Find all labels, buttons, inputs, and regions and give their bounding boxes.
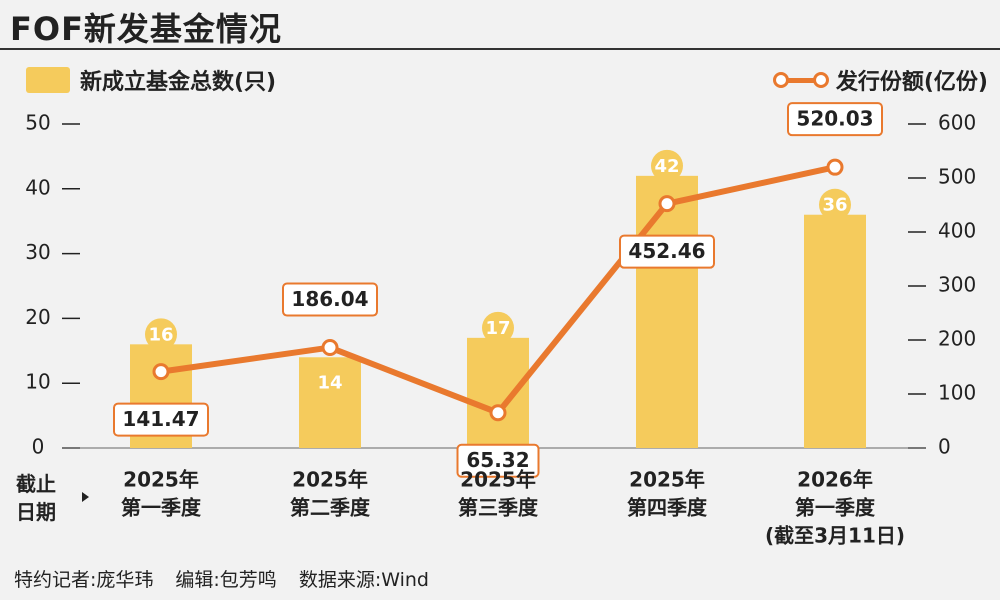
legend-line-swatch bbox=[772, 72, 829, 88]
bar-value-label: 14 bbox=[317, 372, 342, 393]
bar-value-label: 16 bbox=[148, 324, 173, 345]
x-axis-caption: 截止 日期 bbox=[16, 470, 89, 526]
bar-value-label: 36 bbox=[822, 195, 847, 216]
bar-value-badge bbox=[482, 311, 514, 344]
y-left-tick-label: 50 bbox=[25, 111, 50, 135]
footer-source: 数据来源:Wind bbox=[298, 569, 429, 591]
caption-arrow-icon bbox=[82, 492, 89, 502]
y-right-tick-label: 300 bbox=[938, 273, 976, 297]
x-axis-caption-line2: 日期 bbox=[16, 500, 56, 524]
line-value-box bbox=[113, 402, 209, 437]
bar-value-badge bbox=[819, 188, 851, 221]
bar-value-label: 42 bbox=[654, 156, 679, 177]
bar-value-badge bbox=[145, 318, 177, 351]
legend-line: 发行份额(亿份) bbox=[772, 64, 988, 96]
line-value-box bbox=[619, 234, 715, 269]
x-axis-caption-line1: 截止 bbox=[16, 472, 56, 496]
x-category-label: 第一季度 bbox=[121, 496, 202, 520]
x-category-label: 第一季度 bbox=[795, 496, 876, 520]
line-point bbox=[152, 363, 170, 381]
x-category-label: 2025年 bbox=[460, 468, 536, 492]
line-value-box bbox=[787, 102, 883, 137]
line-value-label: 65.32 bbox=[466, 448, 529, 472]
y-left-tick-label: 40 bbox=[25, 175, 50, 199]
x-category-label: 第二季度 bbox=[290, 496, 371, 520]
y-left-tick-label: 10 bbox=[25, 370, 50, 394]
page-title: FOF新发基金情况 bbox=[10, 10, 282, 48]
legend-bars-label: 新成立基金总数(只) bbox=[80, 70, 277, 95]
y-right-tick-label: 100 bbox=[938, 381, 976, 405]
x-category-label: 2025年 bbox=[629, 468, 705, 492]
bar-value-label: 17 bbox=[485, 318, 510, 339]
y-right-tick-label: 0 bbox=[938, 435, 951, 459]
line-value-label: 520.03 bbox=[796, 107, 873, 131]
legend-bars: 新成立基金总数(只) bbox=[26, 64, 276, 96]
line-value-label: 186.04 bbox=[291, 287, 368, 311]
bar-value-badge bbox=[651, 149, 683, 182]
footer-reporter: 特约记者:庞华玮 bbox=[14, 569, 154, 591]
line-value-box bbox=[456, 443, 540, 478]
line-point bbox=[658, 195, 676, 213]
footer: 特约记者:庞华玮 编辑:包芳鸣 数据来源:Wind bbox=[14, 565, 429, 592]
x-category-label: 第三季度 bbox=[458, 496, 539, 520]
x-category-label: 2025年 bbox=[292, 468, 368, 492]
y-right-tick-label: 600 bbox=[938, 111, 976, 135]
line-point bbox=[826, 158, 844, 176]
line-value-label: 452.46 bbox=[628, 239, 705, 263]
bar bbox=[804, 214, 866, 448]
bar bbox=[467, 337, 529, 448]
bar bbox=[299, 357, 361, 448]
x-category-label: (截至3月11日) bbox=[765, 524, 905, 548]
legend-bar-swatch bbox=[26, 67, 70, 93]
title-divider bbox=[0, 48, 1000, 50]
legend-line-label: 发行份额(亿份) bbox=[835, 70, 988, 95]
y-right-tick-label: 400 bbox=[938, 219, 976, 243]
y-left-tick-label: 20 bbox=[25, 305, 50, 329]
line-point bbox=[321, 339, 339, 357]
y-left-tick-label: 30 bbox=[25, 240, 50, 264]
line-point bbox=[489, 404, 507, 422]
line-value-label: 141.47 bbox=[122, 407, 199, 431]
y-right-tick-label: 200 bbox=[938, 327, 976, 351]
y-left-tick-label: 0 bbox=[32, 435, 45, 459]
line-value-box bbox=[282, 282, 378, 317]
footer-editor: 编辑:包芳鸣 bbox=[175, 569, 277, 591]
x-category-label: 2025年 bbox=[123, 468, 199, 492]
x-category-label: 第四季度 bbox=[627, 496, 708, 520]
y-right-tick-label: 500 bbox=[938, 165, 976, 189]
bar bbox=[636, 175, 698, 448]
x-category-label: 2026年 bbox=[797, 468, 873, 492]
